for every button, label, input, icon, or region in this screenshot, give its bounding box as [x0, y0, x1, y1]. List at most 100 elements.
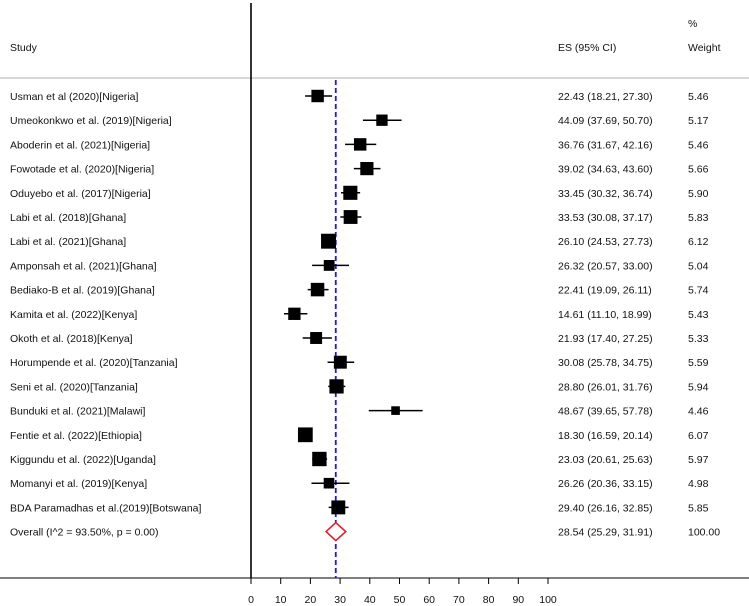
- study-row: Momanyi et al. (2019)[Kenya] 26.26 (20.36…: [10, 477, 709, 490]
- x-tick-label: 70: [453, 594, 465, 606]
- effect-size-ci: 33.53 (30.08, 37.17): [558, 212, 653, 224]
- study-weight: 5.17: [688, 115, 709, 127]
- study-weight: 5.83: [688, 212, 709, 224]
- x-tick-label: 40: [364, 594, 376, 606]
- point-estimate-marker: [333, 355, 347, 369]
- study-row: Amponsah et al. (2021)[Ghana] 26.32 (20.5…: [10, 259, 709, 272]
- study-weight: 5.04: [688, 260, 709, 272]
- point-estimate-marker: [376, 114, 388, 126]
- overall-effect-size-ci: 28.54 (25.29, 31.91): [558, 527, 653, 539]
- weight-column-header-percent: %: [688, 18, 697, 30]
- study-row: BDA Paramadhas et al.(2019)[Botswana] 29.…: [10, 500, 709, 514]
- study-label: Amponsah et al. (2021)[Ghana]: [10, 260, 157, 272]
- overall-label: Overall (I^2 = 93.50%, p = 0.00): [10, 527, 159, 539]
- study-label: Fentie et al. (2022)[Ethiopia]: [10, 430, 142, 442]
- study-label: Horumpende et al. (2020)[Tanzania]: [10, 357, 178, 369]
- x-tick-label: 80: [483, 594, 495, 606]
- effect-size-ci: 21.93 (17.40, 27.25): [558, 333, 653, 345]
- study-weight: 6.12: [688, 236, 709, 248]
- study-weight: 6.07: [688, 430, 709, 442]
- study-row: Seni et al. (2020)[Tanzania] 28.80 (26.01…: [10, 379, 709, 394]
- effect-size-ci: 26.10 (24.53, 27.73): [558, 236, 653, 248]
- study-row: Labi et al. (2021)[Ghana] 26.10 (24.53, 2…: [10, 233, 709, 249]
- study-weight: 5.90: [688, 188, 709, 200]
- point-estimate-marker: [329, 379, 344, 394]
- study-label: Bunduki et al. (2021)[Malawi]: [10, 406, 145, 418]
- study-row: Fowotade et al. (2020)[Nigeria] 39.02 (34…: [10, 162, 709, 176]
- effect-size-ci: 22.43 (18.21, 27.30): [558, 91, 653, 103]
- effect-size-ci: 22.41 (19.09, 26.11): [558, 285, 652, 297]
- study-weight: 5.85: [688, 502, 709, 514]
- study-row: Horumpende et al. (2020)[Tanzania] 30.08 …: [10, 355, 709, 369]
- study-weight: 5.46: [688, 139, 709, 151]
- point-estimate-marker: [310, 282, 325, 297]
- point-estimate-marker: [353, 138, 367, 151]
- effect-size-ci: 23.03 (20.61, 25.63): [558, 454, 653, 466]
- study-label: Seni et al. (2020)[Tanzania]: [10, 381, 138, 393]
- point-estimate-marker: [331, 500, 346, 515]
- effect-size-ci: 30.08 (25.78, 34.75): [558, 357, 653, 369]
- effect-size-ci: 28.80 (26.01, 31.76): [558, 381, 653, 393]
- effect-size-ci: 26.26 (20.36, 33.15): [558, 478, 653, 490]
- effect-size-ci: 44.09 (37.69, 50.70): [558, 115, 653, 127]
- study-row: Kamita et al. (2022)[Kenya] 14.61 (11.10,…: [10, 307, 709, 321]
- x-tick-label: 60: [423, 594, 435, 606]
- study-label: Usman et al (2020)[Nigeria]: [10, 91, 138, 103]
- study-row: Oduyebo et al. (2017)[Nigeria] 33.45 (30.…: [10, 185, 709, 200]
- point-estimate-marker: [321, 233, 336, 249]
- x-tick-label: 0: [248, 594, 254, 606]
- effect-size-ci: 33.45 (30.32, 36.74): [558, 188, 653, 200]
- effect-size-ci: 29.40 (26.16, 32.85): [558, 502, 653, 514]
- study-row: Okoth et al. (2018)[Kenya] 21.93 (17.40, …: [10, 332, 709, 345]
- point-estimate-marker: [360, 162, 374, 176]
- overall-weight: 100.00: [688, 527, 720, 539]
- point-estimate-marker: [323, 259, 335, 271]
- effect-size-ci: 36.76 (31.67, 42.16): [558, 139, 653, 151]
- study-label: Bediako-B et al. (2019)[Ghana]: [10, 285, 155, 297]
- study-label: Kamita et al. (2022)[Kenya]: [10, 309, 137, 321]
- study-label: Labi et al. (2018)[Ghana]: [10, 212, 126, 224]
- study-weight: 4.98: [688, 478, 709, 490]
- effect-size-ci: 26.32 (20.57, 33.00): [558, 260, 653, 272]
- study-label: Labi et al. (2021)[Ghana]: [10, 236, 126, 248]
- point-estimate-marker: [311, 89, 324, 103]
- study-label: Okoth et al. (2018)[Kenya]: [10, 333, 133, 345]
- study-weight: 5.66: [688, 164, 709, 176]
- point-estimate-marker: [310, 332, 323, 344]
- x-tick-label: 20: [305, 594, 317, 606]
- study-weight: 5.59: [688, 357, 709, 369]
- x-tick-label: 90: [512, 594, 524, 606]
- point-estimate-marker: [297, 427, 313, 443]
- study-weight: 5.94: [688, 381, 709, 393]
- effect-size-ci: 14.61 (11.10, 18.99): [558, 309, 652, 321]
- study-label: Umeokonkwo et al. (2019)[Nigeria]: [10, 115, 172, 127]
- study-row: Bunduki et al. (2021)[Malawi] 48.67 (39.6…: [10, 406, 709, 418]
- overall-row: Overall (I^2 = 93.50%, p = 0.00) 28.54 (2…: [10, 521, 720, 542]
- study-weight: 4.46: [688, 406, 709, 418]
- weight-column-header: Weight: [688, 42, 721, 54]
- point-estimate-marker: [343, 210, 358, 224]
- x-tick-label: 100: [539, 594, 557, 606]
- point-estimate-marker: [288, 307, 301, 320]
- study-label: BDA Paramadhas et al.(2019)[Botswana]: [10, 502, 202, 514]
- point-estimate-marker: [312, 451, 327, 467]
- study-label: Momanyi et al. (2019)[Kenya]: [10, 478, 147, 490]
- study-weight: 5.43: [688, 309, 709, 321]
- overall-diamond: [324, 521, 347, 542]
- x-tick-label: 30: [334, 594, 346, 606]
- study-row: Aboderin et al. (2021)[Nigeria] 36.76 (31…: [10, 138, 709, 151]
- study-label: Aboderin et al. (2021)[Nigeria]: [10, 139, 150, 151]
- study-weight: 5.33: [688, 333, 709, 345]
- x-tick-label: 50: [394, 594, 406, 606]
- point-estimate-marker: [323, 477, 335, 489]
- study-row: Labi et al. (2018)[Ghana] 33.53 (30.08, 3…: [10, 210, 709, 224]
- study-weight: 5.74: [688, 285, 709, 297]
- study-weight: 5.46: [688, 91, 709, 103]
- effect-size-ci: 39.02 (34.63, 43.60): [558, 164, 653, 176]
- effect-size-ci: 18.30 (16.59, 20.14): [558, 430, 653, 442]
- study-weight: 5.97: [688, 454, 709, 466]
- study-label: Oduyebo et al. (2017)[Nigeria]: [10, 188, 151, 200]
- effect-size-ci: 48.67 (39.65, 57.78): [558, 406, 653, 418]
- study-label: Fowotade et al. (2020)[Nigeria]: [10, 164, 154, 176]
